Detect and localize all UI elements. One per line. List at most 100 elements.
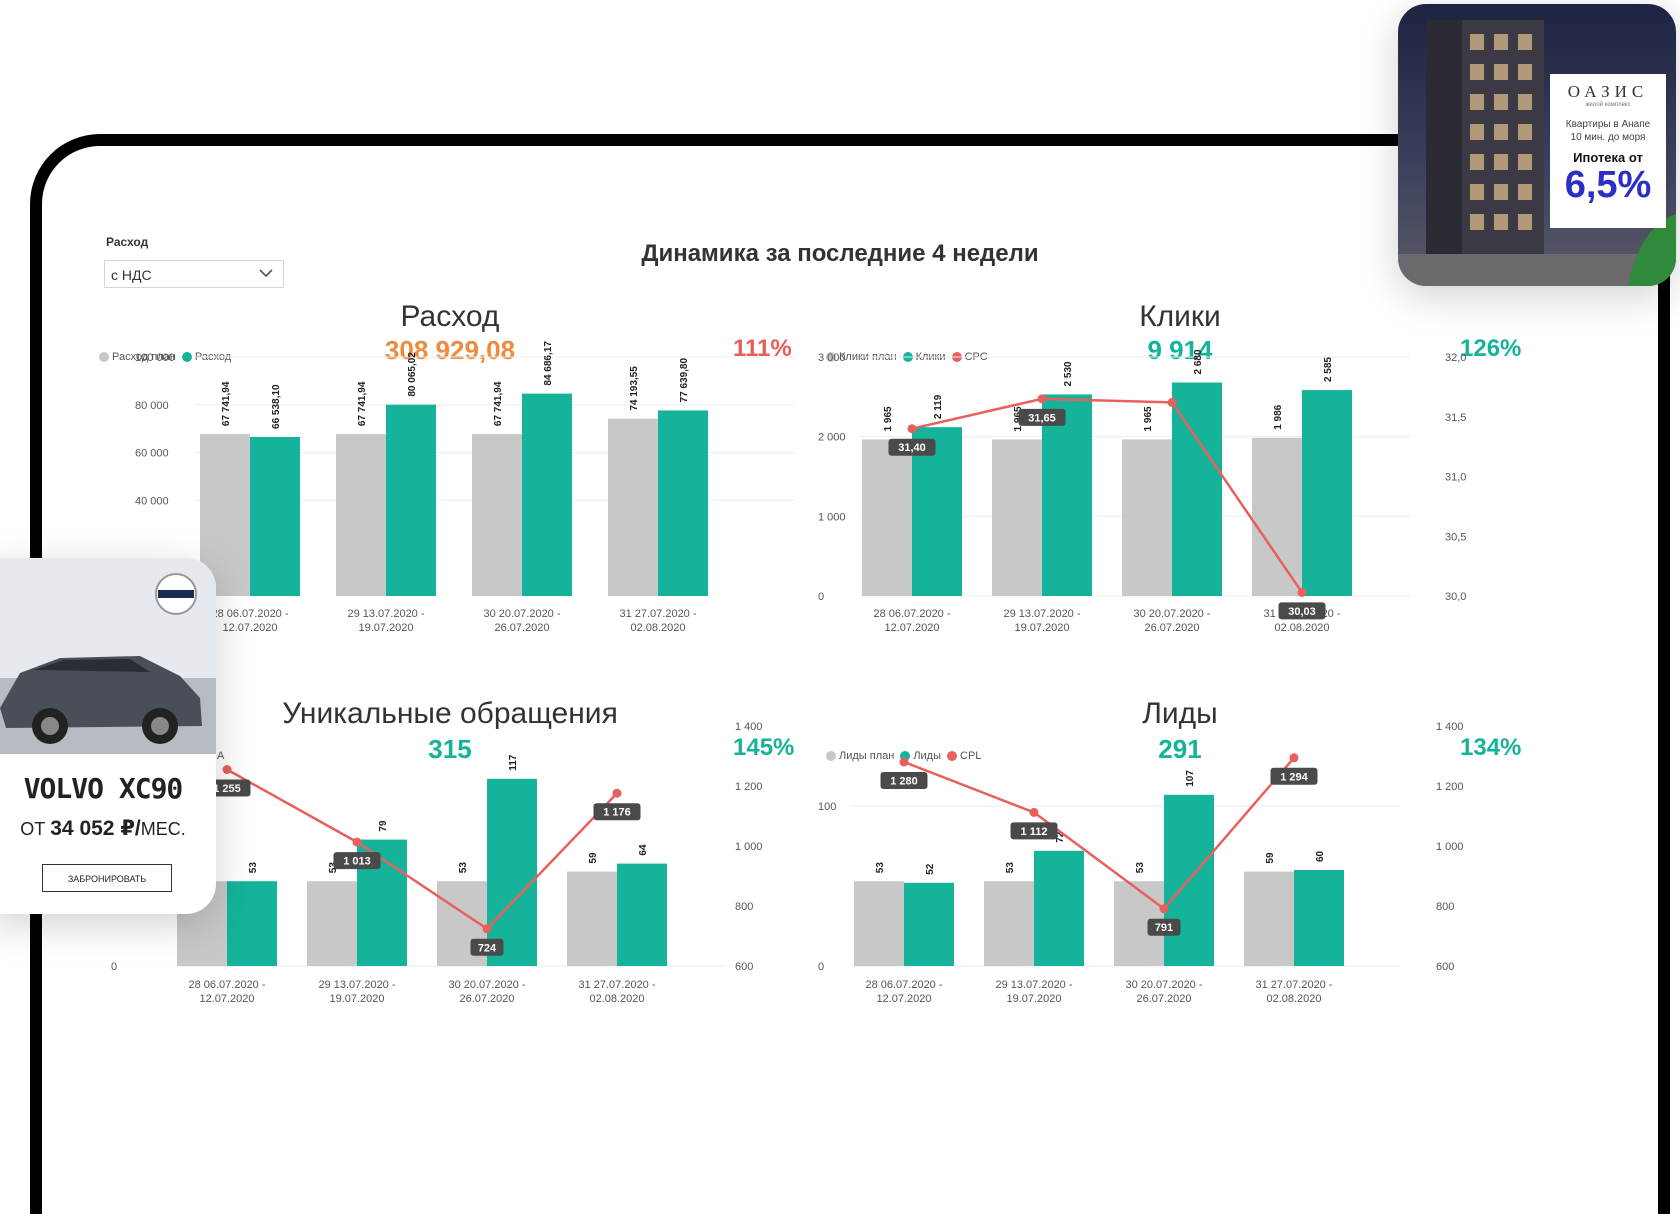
x-tick-label: 30 20.07.2020 - [1125,979,1202,991]
bar [862,439,912,596]
x-tick-label: 26.07.2020 [459,993,514,1005]
clicks-chart: 3 000 2 000 1 000 0 32,0 31,5 31,0 30,5 30,0 1 96… [818,349,1466,634]
data-label: 67 741,94 [357,381,368,426]
line-point [1289,753,1299,763]
book-button[interactable]: ЗАБРОНИРОВАТЬ [42,864,172,892]
x-tick-label: 26.07.2020 [494,622,549,634]
line-label: 1 280 [890,776,918,788]
spend-total: 308 929,08 [384,335,516,365]
chevron-down-icon [257,265,275,284]
x-tick-label: 28 06.07.2020 - [873,608,950,620]
leads-panel: Лиды 291 134% Лиды план Лиды CPL 100 0 1 4… [818,692,1540,1092]
y-tick-label: 1 000 [818,511,846,523]
bar [1042,394,1092,596]
volvo-model: VOLVO XC90 [23,772,184,805]
volvo-price-value: 34 052 ₽/ [50,817,141,840]
y-tick-label: 100 [818,801,836,813]
series-line [903,756,1295,911]
bar [1034,850,1084,966]
y2-tick-label: 1 400 [735,721,763,733]
data-label: 1 965 [883,406,894,431]
page-title: Динамика за последние 4 недели [641,240,1039,267]
line-label: 1 255 [213,783,241,795]
bar [1302,390,1352,596]
bar [567,871,617,966]
series-line [226,768,618,931]
y2-tick-label: 30,5 [1445,531,1466,543]
line-point [1159,904,1169,914]
data-label: 79 [378,820,389,832]
line-label: 1 112 [1021,826,1048,838]
volvo-ad-banner[interactable]: VOLVO XC90 ОТ 34 052 ₽/МЕС. ЗАБРОНИРОВАТ… [0,558,216,914]
y-tick-label: 0 [111,961,117,973]
x-tick-label: 02.08.2020 [589,993,644,1005]
data-label: 80 065,02 [407,352,418,397]
bar [307,881,357,966]
series-line [911,397,1304,594]
data-label: 2 119 [933,394,944,419]
volvo-price-prefix: ОТ [20,819,46,839]
data-label: 67 741,94 [221,381,232,426]
x-tick-label: 31 27.07.2020 - [578,979,655,991]
x-tick-label: 30 20.07.2020 - [448,979,525,991]
data-label: 53 [458,862,469,874]
legend-item-line: CPL [947,750,981,762]
x-tick-label: 19.07.2020 [1006,993,1061,1005]
bar [854,881,904,966]
filter-label: Расход [106,235,149,249]
legend-item-fact: Лиды [900,750,941,762]
y2-tick-label: 30,0 [1445,591,1466,603]
bar [522,393,572,596]
bar [386,404,436,596]
oasis-ad-banner[interactable]: ОАЗИС жилой комплекс Квартиры в Анапе 10… [1398,4,1676,286]
x-tick-label: 28 06.07.2020 - [188,979,265,991]
x-tick-label: 02.08.2020 [1266,993,1321,1005]
x-tick-label: 12.07.2020 [876,993,931,1005]
bar [472,434,522,596]
y2-tick-label: 1 200 [1436,781,1464,793]
line-point [482,924,492,934]
clicks-total: 9 914 [1147,335,1213,365]
data-label: 66 538,10 [271,384,282,429]
line-point [1297,587,1307,597]
y2-tick-label: 1 000 [1436,841,1464,853]
x-tick-label: 19.07.2020 [1014,622,1069,634]
oasis-line-1: Квартиры в Анапе [1565,119,1651,130]
x-tick-label: 19.07.2020 [358,622,413,634]
x-tick-label: 30 20.07.2020 - [1133,608,1210,620]
data-label: 52 [925,863,936,875]
line-label: 1 013 [343,856,371,868]
x-tick-label: 12.07.2020 [222,622,277,634]
oasis-info-card: ОАЗИС жилой комплекс Квартиры в Анапе 10… [1550,74,1666,228]
data-label: 53 [1135,862,1146,874]
x-tick-label: 30 20.07.2020 - [483,608,560,620]
data-label: 1 986 [1273,404,1284,429]
y2-tick-label: 800 [1436,901,1454,913]
data-label: 53 [875,862,886,874]
bar [1244,871,1294,966]
x-tick-label: 29 13.07.2020 - [1003,608,1080,620]
y2-tick-label: 1 200 [735,781,763,793]
y2-tick-label: 600 [1436,961,1454,973]
leads-percent: 134% [1460,734,1522,761]
line-label-box [333,852,381,870]
spend-filter-dropdown[interactable]: с НДС [104,260,284,288]
y2-tick-label: 1 400 [1436,721,1464,733]
y-tick-label: 100 000 [135,352,175,364]
line-point [222,765,232,774]
line-label: 724 [478,942,497,954]
line-label-box [1278,602,1326,620]
device-frame [30,134,1670,1214]
data-label: 2 530 [1063,361,1074,386]
x-tick-label: 28 06.07.2020 - [211,608,288,620]
oasis-name: ОАЗИС [1567,82,1649,101]
line-label-box [1010,822,1058,840]
data-label: 117 [508,754,519,771]
volvo-price: ОТ 34 052 ₽/МЕС. [0,816,216,841]
x-tick-label: 02.08.2020 [630,622,685,634]
line-label: 791 [1155,922,1173,934]
legend-item-plan: Лиды план [826,750,894,762]
volvo-price-suffix: МЕС. [140,819,186,839]
line-label: 31,40 [898,442,926,454]
x-tick-label: 12.07.2020 [884,622,939,634]
